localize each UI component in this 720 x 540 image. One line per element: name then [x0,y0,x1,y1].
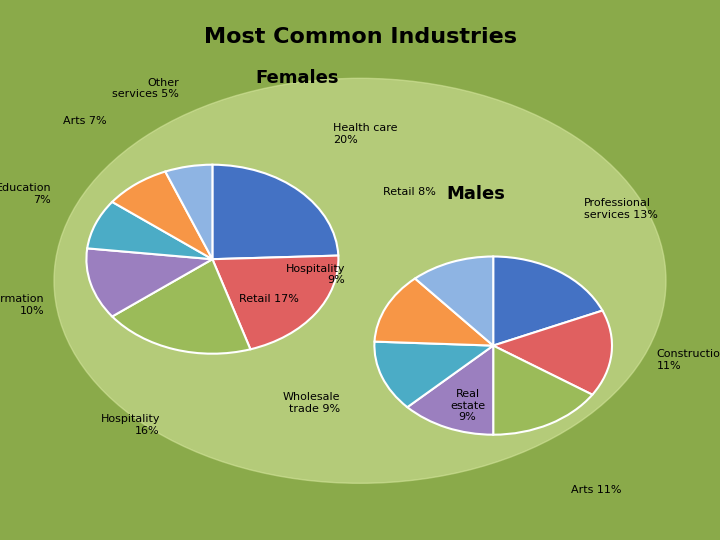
Text: Retail 8%: Retail 8% [383,187,436,197]
Wedge shape [87,202,212,259]
Wedge shape [166,165,212,259]
Wedge shape [493,346,593,435]
Text: Arts 7%: Arts 7% [63,116,107,126]
Text: Arts 11%: Arts 11% [571,485,621,495]
Text: Retail 17%: Retail 17% [239,294,299,304]
Wedge shape [212,255,338,349]
Text: Other
services 5%: Other services 5% [112,78,179,99]
Wedge shape [212,165,338,259]
Wedge shape [493,256,603,346]
Wedge shape [493,310,612,395]
Text: Professional
services 13%: Professional services 13% [583,198,657,220]
Text: Males: Males [446,185,505,204]
Wedge shape [86,248,212,316]
Text: Education
7%: Education 7% [0,184,51,205]
Text: Females: Females [256,69,339,87]
Wedge shape [374,279,493,346]
Text: Hospitality
9%: Hospitality 9% [286,264,346,285]
Wedge shape [112,259,251,354]
Text: Real
estate
9%: Real estate 9% [450,389,485,422]
Text: Hospitality
16%: Hospitality 16% [100,414,160,436]
Text: Wholesale
trade 9%: Wholesale trade 9% [282,393,340,414]
Wedge shape [374,342,493,407]
Text: Information
10%: Information 10% [0,294,45,316]
Wedge shape [112,172,212,259]
Text: Health care
20%: Health care 20% [333,123,397,145]
Wedge shape [415,256,493,346]
Wedge shape [408,346,493,435]
Text: Construction
11%: Construction 11% [657,349,720,371]
Text: Most Common Industries: Most Common Industries [204,27,516,47]
Ellipse shape [54,78,666,483]
